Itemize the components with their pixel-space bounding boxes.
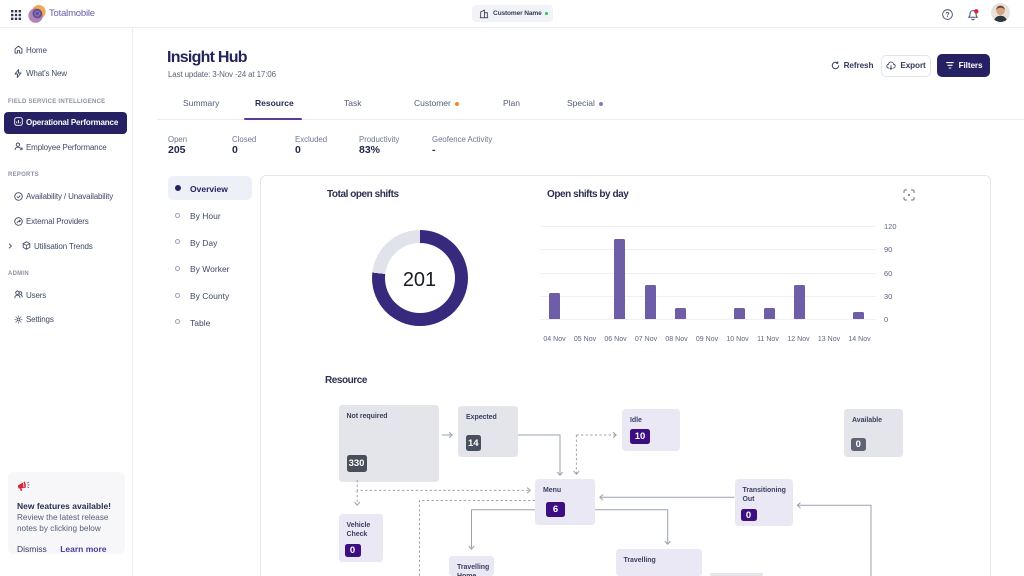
svg-text:?: ? (945, 12, 949, 19)
